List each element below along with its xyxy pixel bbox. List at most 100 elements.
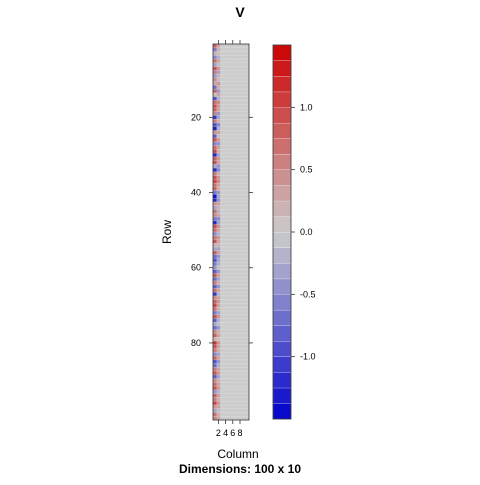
heatmap-cell (227, 81, 232, 86)
color-key-segment (272, 76, 292, 93)
color-key: -1.0 -0.5 0.0 0.5 1.0 (272, 44, 316, 420)
heatmap-cell (220, 104, 224, 109)
heatmap-cell (238, 262, 242, 266)
heatmap-cell (227, 284, 232, 289)
heatmap-cell (227, 359, 232, 364)
heatmap-cell (245, 164, 250, 169)
heatmap-cell (213, 149, 217, 154)
heatmap-cell (231, 92, 235, 97)
heatmap-cell (223, 47, 228, 52)
heatmap-cell (234, 412, 239, 417)
heatmap-cell (241, 416, 246, 421)
heatmap-cell (227, 228, 232, 233)
heatmap-cell (220, 205, 224, 210)
heatmap-cell (241, 55, 246, 60)
heatmap-cell (241, 126, 246, 131)
heatmap-cell (238, 164, 242, 169)
heatmap-cell (227, 220, 232, 225)
heatmap-cell (238, 265, 242, 270)
heatmap-cell (213, 273, 217, 278)
heatmap-cell (245, 310, 250, 315)
heatmap-cell (223, 386, 228, 391)
heatmap-cell (220, 141, 224, 146)
heatmap-cell (220, 190, 224, 195)
heatmap-cell (241, 74, 246, 78)
heatmap-cell (216, 81, 221, 86)
heatmap-cell (216, 62, 221, 67)
heatmap-cell (245, 198, 250, 203)
heatmap-cell (234, 81, 239, 86)
heatmap-cell (231, 378, 235, 383)
heatmap-cell (213, 378, 217, 383)
heatmap-cell (234, 401, 239, 406)
heatmap-cell (213, 292, 217, 297)
heatmap-cell (241, 303, 246, 308)
heatmap-cell (238, 284, 242, 289)
heatmap-cell (238, 66, 242, 71)
heatmap-cell (238, 273, 242, 278)
heatmap-cell (213, 164, 217, 169)
heatmap-cells (213, 44, 250, 421)
heatmap-cell (238, 386, 242, 391)
heatmap-cell (245, 262, 250, 266)
heatmap-cell (213, 341, 217, 345)
heatmap-cell (234, 299, 239, 304)
heatmap-cell (238, 122, 242, 127)
heatmap-cell (220, 404, 224, 409)
heatmap-cell (220, 66, 224, 71)
heatmap-cell (220, 216, 224, 221)
x-tick-label: 8 (237, 428, 242, 438)
heatmap-cell (241, 220, 246, 225)
heatmap-cell (223, 412, 228, 417)
heatmap-cell (227, 171, 232, 176)
heatmap-cell (245, 273, 250, 278)
heatmap-cell (238, 96, 242, 101)
heatmap-cell (223, 134, 228, 139)
heatmap-cell (216, 47, 221, 52)
heatmap-cell (231, 416, 235, 421)
heatmap-cell (216, 134, 221, 139)
heatmap-cell (234, 77, 239, 82)
heatmap-cell (220, 44, 224, 48)
heatmap-cell (220, 107, 224, 112)
chart-subtitle: Dimensions: 100 x 10 (179, 462, 301, 476)
heatmap-cell (223, 119, 228, 124)
heatmap-cell (231, 96, 235, 101)
heatmap-cell (234, 122, 239, 127)
heatmap-cell (234, 367, 239, 372)
heatmap-cell (223, 164, 228, 169)
heatmap-cell (234, 404, 239, 409)
heatmap-cell (227, 149, 232, 154)
heatmap-cell (216, 175, 221, 180)
heatmap-cell (220, 265, 224, 270)
heatmap-cell (241, 160, 246, 165)
color-key-segment (272, 247, 292, 264)
heatmap-cell (241, 70, 246, 75)
plot-frame (212, 43, 250, 421)
heatmap-cell (241, 104, 246, 109)
heatmap-cell (223, 254, 228, 259)
heatmap-cell (216, 115, 221, 120)
heatmap-cell (213, 258, 217, 263)
heatmap-cell (245, 280, 250, 285)
heatmap-cell (223, 89, 228, 94)
heatmap-cell (216, 85, 221, 90)
heatmap-cell (245, 329, 250, 334)
heatmap-cell (245, 213, 250, 218)
heatmap-cell (245, 397, 250, 402)
heatmap-cell (213, 179, 217, 184)
heatmap-cell (223, 111, 228, 116)
heatmap-cell (238, 205, 242, 210)
heatmap-cell (241, 111, 246, 116)
heatmap-cell (234, 408, 239, 413)
heatmap-cell (234, 164, 239, 169)
heatmap-cell (227, 74, 232, 78)
heatmap-cell (238, 250, 242, 255)
heatmap-cell (213, 59, 217, 63)
heatmap-cell (227, 250, 232, 255)
heatmap-cell (227, 273, 232, 278)
heatmap-cell (245, 378, 250, 383)
heatmap-cell (216, 299, 221, 304)
heatmap-cell (213, 265, 217, 270)
heatmap-cell (220, 247, 224, 251)
